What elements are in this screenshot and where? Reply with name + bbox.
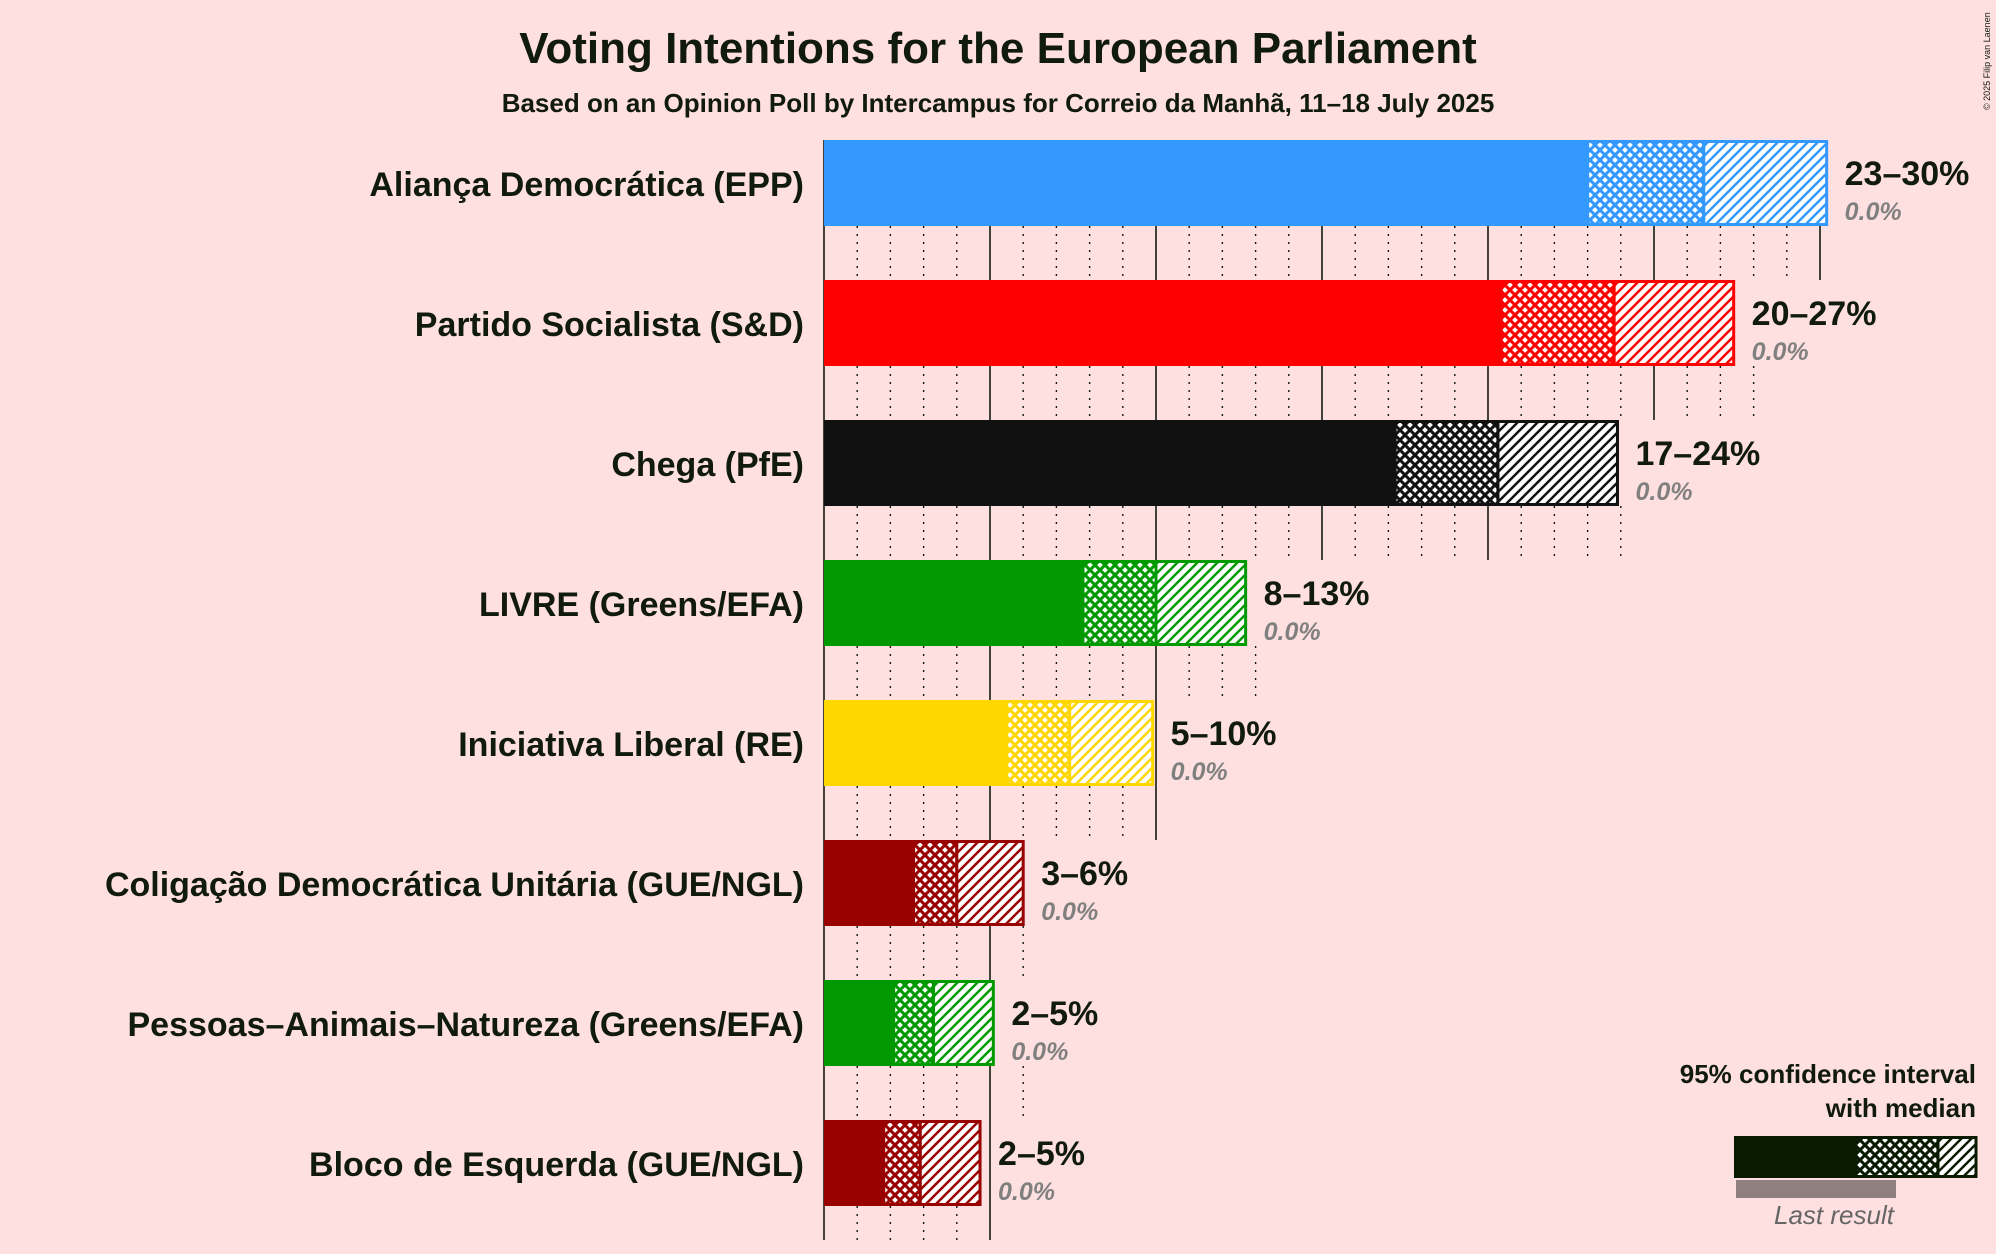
bar-solid xyxy=(824,280,1502,366)
last-result-label: 0.0% xyxy=(1752,338,1809,366)
party-name: Bloco de Esquerda (GUE/NGL) xyxy=(309,1146,804,1184)
party-row: Aliança Democrática (EPP) 23–30% 0.0% xyxy=(369,140,1969,226)
party-name: Coligação Democrática Unitária (GUE/NGL) xyxy=(105,866,804,904)
legend-line2: with median xyxy=(1825,1093,1976,1123)
bar-ci-upper xyxy=(1068,700,1155,786)
range-label: 8–13% xyxy=(1264,575,1370,613)
party-name: Iniciativa Liberal (RE) xyxy=(458,726,804,764)
legend-last-result-label: Last result xyxy=(1774,1200,1896,1230)
last-result-label: 0.0% xyxy=(1845,198,1902,226)
legend-ci-lower xyxy=(1854,1136,1940,1178)
bar-ci-upper xyxy=(932,980,995,1066)
party-name: LIVRE (Greens/EFA) xyxy=(479,586,804,624)
bar-ci-upper xyxy=(1702,140,1829,226)
range-label: 5–10% xyxy=(1171,715,1277,753)
range-label: 2–5% xyxy=(1011,995,1098,1033)
party-row: Chega (PfE) 17–24% 0.0% xyxy=(611,420,1760,506)
last-result-label: 0.0% xyxy=(998,1178,1055,1206)
bar-ci-upper xyxy=(918,1120,982,1206)
legend: 95% confidence interval with median Last… xyxy=(1680,1059,1978,1230)
bar-ci-lower xyxy=(1393,420,1500,506)
bar-ci-lower xyxy=(1005,700,1072,786)
bar-ci-upper xyxy=(1496,420,1619,506)
bar-ci-lower xyxy=(912,840,959,926)
range-label: 23–30% xyxy=(1845,155,1970,193)
party-row: Bloco de Esquerda (GUE/NGL) 2–5% 0.0% xyxy=(309,1120,1085,1206)
bar-ci-lower xyxy=(882,1120,922,1206)
party-name: Pessoas–Animais–Natureza (Greens/EFA) xyxy=(127,1006,804,1044)
bar-solid xyxy=(824,140,1588,226)
party-row: Partido Socialista (S&D) 20–27% 0.0% xyxy=(415,280,1877,366)
last-result-label: 0.0% xyxy=(1264,618,1321,646)
chart-subtitle: Based on an Opinion Poll by Intercampus … xyxy=(502,88,1495,118)
bar-solid xyxy=(824,560,1083,646)
bar-solid xyxy=(824,980,894,1066)
bar-ci-lower xyxy=(1499,280,1616,366)
last-result-label: 0.0% xyxy=(1011,1038,1068,1066)
last-result-label: 0.0% xyxy=(1635,478,1692,506)
range-label: 2–5% xyxy=(998,1135,1085,1173)
range-label: 17–24% xyxy=(1635,435,1760,473)
range-label: 3–6% xyxy=(1041,855,1128,893)
party-name: Chega (PfE) xyxy=(611,446,804,484)
copyright-text: © 2025 Filip van Laenen xyxy=(1982,12,1992,110)
bar-ci-lower xyxy=(1586,140,1706,226)
legend-solid xyxy=(1734,1136,1856,1178)
bar-ci-lower xyxy=(1081,560,1158,646)
chart-title: Voting Intentions for the European Parli… xyxy=(519,24,1477,73)
bars: Aliança Democrática (EPP) 23–30%0.0%Parti… xyxy=(105,140,1969,1206)
party-name: Partido Socialista (S&D) xyxy=(415,306,804,344)
bar-solid xyxy=(824,420,1396,506)
bar-ci-upper xyxy=(955,840,1025,926)
legend-line1: 95% confidence interval xyxy=(1680,1059,1976,1089)
party-row: Pessoas–Animais–Natureza (Greens/EFA) 2–5… xyxy=(127,980,1098,1066)
bar-ci-upper xyxy=(1154,560,1248,646)
bar-solid xyxy=(824,1120,884,1206)
last-result-label: 0.0% xyxy=(1171,758,1228,786)
party-row: Coligação Democrática Unitária (GUE/NGL)… xyxy=(105,840,1128,926)
party-name: Aliança Democrática (EPP) xyxy=(369,166,804,204)
bar-solid xyxy=(824,840,914,926)
bar-ci-upper xyxy=(1612,280,1736,366)
bar-ci-lower xyxy=(892,980,936,1066)
legend-last-result-bar xyxy=(1736,1180,1896,1198)
legend-ci-upper xyxy=(1936,1136,1978,1178)
bar-solid xyxy=(824,700,1007,786)
last-result-label: 0.0% xyxy=(1041,898,1098,926)
range-label: 20–27% xyxy=(1752,295,1877,333)
party-row: LIVRE (Greens/EFA) 8–13% 0.0% xyxy=(479,560,1370,646)
party-row: Iniciativa Liberal (RE) 5–10% 0.0% xyxy=(458,700,1277,786)
